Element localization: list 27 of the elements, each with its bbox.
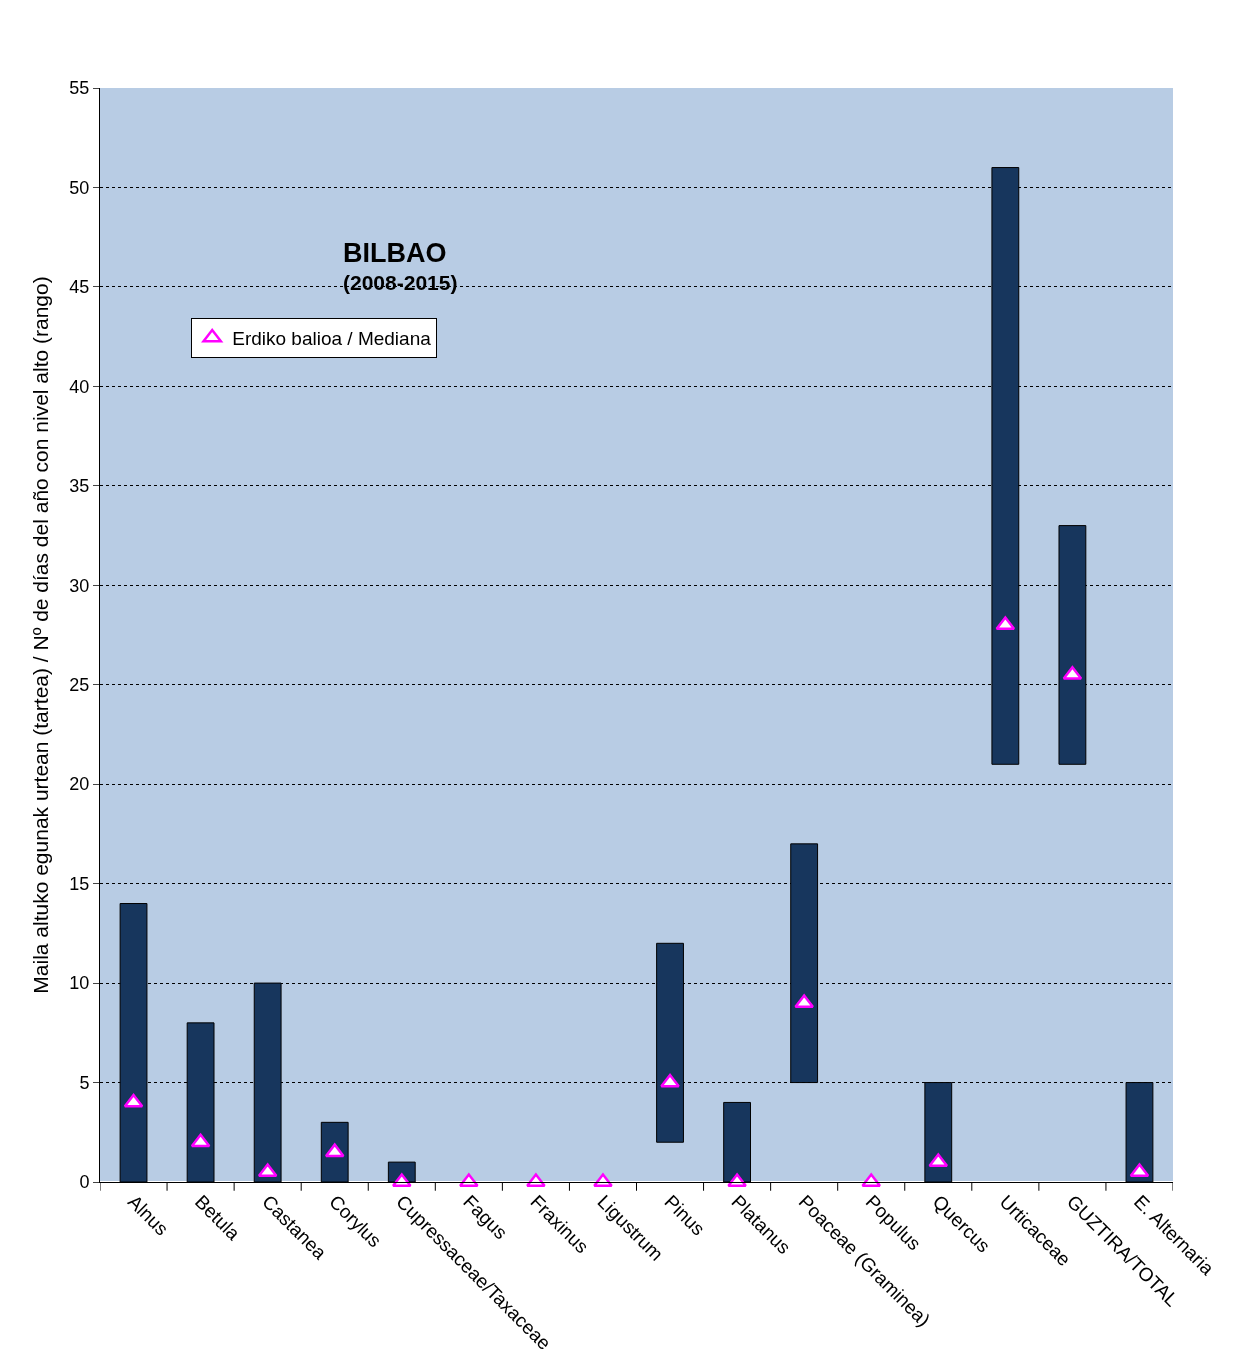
point	[123, 1093, 144, 1108]
y-tick-label: 20	[69, 774, 90, 795]
y-tick-label: 50	[69, 177, 90, 198]
y-tick-label: 30	[69, 575, 90, 596]
point	[1129, 1163, 1150, 1178]
point	[660, 1073, 680, 1088]
y-tick-label: 55	[69, 78, 90, 99]
point	[593, 1173, 613, 1187]
y-axis-title: Maila altuko egunak urtean (tartea) / Nº de días del año con nivel alto (rango)	[28, 276, 52, 994]
point	[928, 1153, 949, 1168]
point	[727, 1173, 747, 1187]
y-tick-label: 10	[69, 973, 90, 994]
point	[526, 1173, 546, 1187]
bar	[790, 843, 819, 1084]
point	[257, 1163, 278, 1178]
y-tick-label: 40	[69, 376, 90, 397]
point	[995, 616, 1016, 631]
y-tick-label: 0	[79, 1172, 90, 1193]
y-tick-label: 35	[69, 476, 90, 497]
y-tick-label: 5	[79, 1072, 90, 1093]
y-tick-label: 25	[69, 675, 90, 696]
y-tick-label: 15	[69, 873, 90, 894]
point	[190, 1133, 211, 1148]
text: BILBAO	[343, 238, 447, 268]
legend-label: Erdiko balioa / Mediana	[232, 328, 432, 349]
y-tick-label: 45	[69, 277, 90, 298]
text: (2008-2015)	[343, 271, 458, 294]
